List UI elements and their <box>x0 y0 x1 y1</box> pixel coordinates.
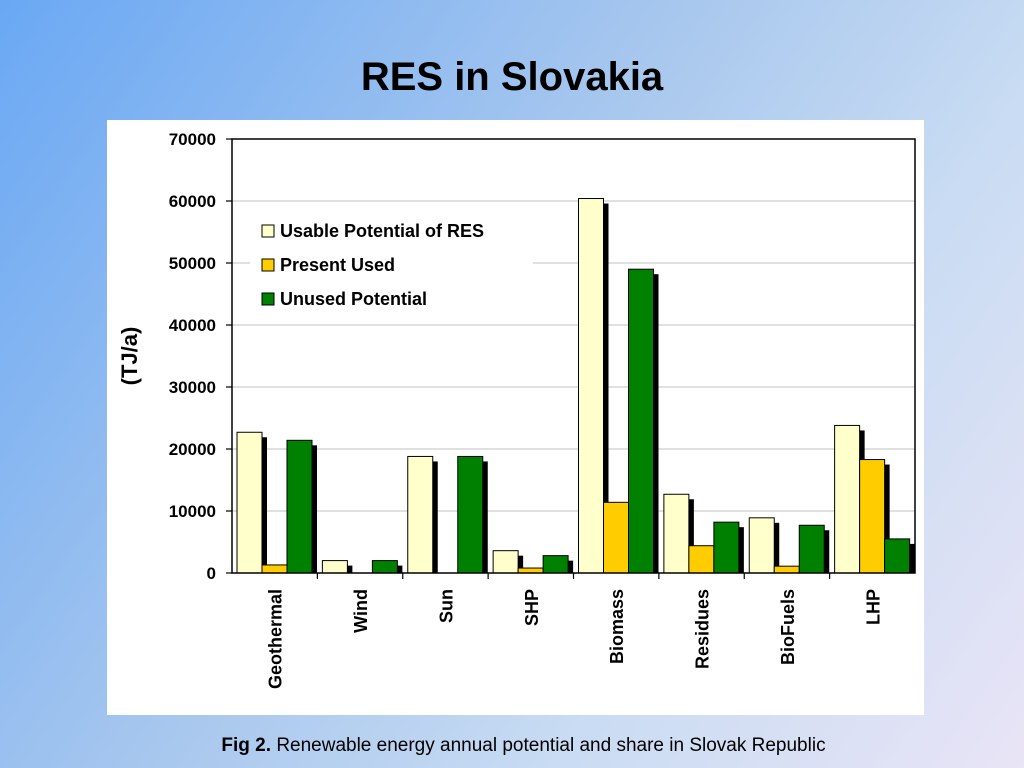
bar-usable-wind <box>321 560 348 574</box>
figure-caption: Fig 2. Renewable energy annual potential… <box>0 735 1024 757</box>
bar-unused-sun <box>457 455 484 574</box>
x-tick-label: Geothermal <box>266 589 286 689</box>
x-tick-label: BioFuels <box>778 589 798 665</box>
y-tick-label: 10000 <box>169 502 216 521</box>
bar-present-geothermal <box>261 564 288 574</box>
slide-title: RES in Slovakia <box>360 55 664 99</box>
y-tick-label: 30000 <box>169 378 216 397</box>
bar-present-lhp <box>859 459 886 574</box>
bar-unused-biomass <box>628 268 654 574</box>
y-tick-label: 40000 <box>169 316 216 335</box>
bar-chart: 0 10000 20000 30000 40000 50000 60000 70000 Geot… <box>117 130 916 689</box>
y-tick-label: 70000 <box>169 130 216 149</box>
caption-label: Fig 2. <box>221 735 272 756</box>
legend-swatch-usable <box>261 224 275 238</box>
x-tick-label: Biomass <box>607 589 627 664</box>
x-tick-label: Residues <box>693 589 713 669</box>
bar-unused-biofuels <box>798 524 825 574</box>
bar-usable-shp <box>492 550 519 574</box>
bar-usable-biofuels <box>748 517 775 574</box>
x-tick-label: Sun <box>436 589 456 623</box>
x-tick-label: LHP <box>863 589 883 625</box>
legend-label-usable: Usable Potential of RES <box>280 221 484 241</box>
legend-background <box>250 212 533 318</box>
y-axis-label: (TJ/a) <box>117 327 142 386</box>
bar-unused-shp <box>542 555 569 574</box>
y-tick-label: 60000 <box>169 192 216 211</box>
chart-panel: 0 10000 20000 30000 40000 50000 60000 70000 Geot… <box>107 120 924 715</box>
bar-unused-wind <box>371 560 398 574</box>
bar-present-biofuels <box>773 565 800 574</box>
y-tick-label: 20000 <box>169 440 216 459</box>
bar-usable-residues <box>663 493 690 574</box>
bar-present-residues <box>688 545 715 574</box>
bar-usable-geothermal <box>236 431 263 574</box>
y-tick-label: 50000 <box>169 254 216 273</box>
bar-unused-geothermal <box>286 439 313 574</box>
bar-unused-lhp <box>884 538 911 574</box>
legend-swatch-unused <box>261 292 275 306</box>
legend-swatch-present <box>261 258 275 272</box>
legend-label-unused: Unused Potential <box>280 289 427 309</box>
bar-usable-biomass <box>578 198 604 574</box>
x-tick-label: SHP <box>522 589 542 626</box>
bar-unused-residues <box>713 521 740 574</box>
legend-label-present: Present Used <box>280 255 395 275</box>
caption-text: Renewable energy annual potential and sh… <box>276 735 826 756</box>
bar-usable-sun <box>407 455 434 574</box>
plot-frame <box>231 138 916 574</box>
legend: Usable Potential of RES Present Used Unuse… <box>250 212 533 318</box>
x-tick-label: Wind <box>351 589 371 633</box>
bar-usable-lhp <box>834 424 861 574</box>
y-tick-label: 0 <box>207 564 216 583</box>
bar-present-biomass <box>603 501 629 574</box>
